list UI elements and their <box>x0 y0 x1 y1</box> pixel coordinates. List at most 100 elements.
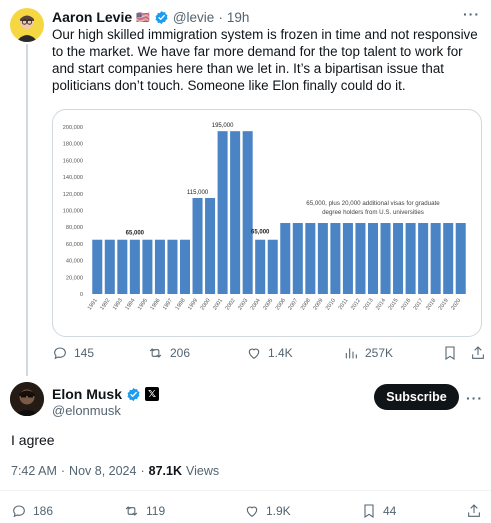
heart-icon <box>248 348 260 359</box>
y-tick-label: 0 <box>80 292 83 298</box>
bar <box>292 223 303 294</box>
divider <box>0 490 491 491</box>
subscribe-button[interactable]: Subscribe <box>374 384 459 410</box>
x-tick-label: 2012 <box>350 298 362 312</box>
x-tick-label: 2014 <box>375 298 387 312</box>
x-tick-label: 1992 <box>99 298 111 312</box>
tweet1-text: Our high skilled immigration system is f… <box>52 27 478 93</box>
repost-button[interactable]: 119 <box>123 503 165 519</box>
x-tick-label: 1999 <box>187 298 199 312</box>
x-tick-label: 2001 <box>212 298 224 312</box>
chart-image[interactable]: 0 20,000 40,000 60,000 80,000 100,000 120,000 1… <box>52 109 482 337</box>
bar <box>355 223 366 294</box>
bar <box>117 239 128 294</box>
views-label: Views <box>186 464 220 478</box>
bar <box>455 223 466 294</box>
reply-button[interactable]: 145 <box>52 345 94 361</box>
bar <box>92 239 103 294</box>
annotation-label: degree holders from U.S. universities <box>322 209 424 216</box>
x-tick-label: 2009 <box>312 298 324 312</box>
x-tick-label: 1997 <box>162 298 174 312</box>
annotation-label: 195,000 <box>212 123 234 129</box>
bar <box>430 223 441 294</box>
repost-icon <box>125 506 138 516</box>
x-tick-label: 2016 <box>400 298 412 312</box>
x-tick-label: 2018 <box>425 298 437 312</box>
x-tick-label: 1995 <box>137 298 149 312</box>
bar <box>217 131 228 294</box>
bar <box>230 131 241 294</box>
avatar-aaron-levie[interactable] <box>10 8 44 42</box>
x-affiliate-badge-icon: 𝕏 <box>145 387 160 401</box>
x-tick-label: 2007 <box>287 298 299 312</box>
bar <box>393 223 404 294</box>
tweet2-meta: 7:42 AM · Nov 8, 2024 · 87.1K Views <box>11 464 219 478</box>
annotation-label: 65,000 <box>251 230 270 236</box>
annotation-label: 65,000, plus 20,000 additional visas for… <box>306 200 440 207</box>
bar <box>205 197 216 294</box>
bar <box>267 239 278 294</box>
bookmark-icon[interactable] <box>442 345 458 361</box>
avatar-elon-musk[interactable] <box>10 382 44 416</box>
bar <box>418 223 429 294</box>
y-tick-label: 100,000 <box>63 209 83 215</box>
x-tick-label: 2000 <box>200 298 212 312</box>
bar <box>167 239 178 294</box>
x-tick-label: 2017 <box>413 298 425 312</box>
author-handle[interactable]: @elonmusk <box>52 403 121 418</box>
views-button[interactable]: 257K <box>343 345 393 361</box>
reply-icon <box>54 347 66 360</box>
separator-dot: · <box>218 9 223 25</box>
more-options-icon[interactable]: ··· <box>463 6 480 22</box>
bookmark-count: 44 <box>383 504 397 518</box>
y-tick-label: 160,000 <box>63 158 83 164</box>
verified-badge-icon <box>127 387 140 401</box>
bar <box>367 223 379 294</box>
tweet2-action-bar: 186 119 1.9K 44 <box>11 503 481 523</box>
x-tick-label: 1993 <box>112 298 124 312</box>
y-tick-label: 40,000 <box>66 259 83 265</box>
like-button[interactable]: 1.9K <box>244 503 291 519</box>
repost-icon <box>149 348 162 358</box>
x-tick-label: 1991 <box>87 298 99 312</box>
bookmark-button[interactable]: 44 <box>361 503 396 519</box>
annotation-label: 115,000 <box>187 190 209 196</box>
bar <box>104 239 115 294</box>
author-name[interactable]: Aaron Levie <box>52 9 133 25</box>
author-name[interactable]: Elon Musk <box>52 386 123 402</box>
reply-icon <box>13 505 25 518</box>
x-tick-label: 2010 <box>325 298 337 312</box>
repost-count: 206 <box>170 346 191 360</box>
more-options-icon[interactable]: ··· <box>466 390 483 406</box>
like-button[interactable]: 1.4K <box>246 345 293 361</box>
x-tick-label: 2006 <box>275 298 287 312</box>
y-tick-label: 80,000 <box>66 225 83 231</box>
tweet-time[interactable]: 19h <box>226 9 250 25</box>
share-icon[interactable] <box>470 345 486 361</box>
tweet2-header: Elon Musk 𝕏 <box>52 386 160 402</box>
x-tick-label: 1994 <box>124 298 136 312</box>
annotation-label: 65,000 <box>126 231 145 237</box>
tweet-date[interactable]: Nov 8, 2024 <box>69 464 137 478</box>
author-handle[interactable]: @levie <box>172 9 215 25</box>
reply-count: 145 <box>74 346 95 360</box>
bar <box>280 223 291 294</box>
tweet1-action-bar: 145 206 1.4K 257K <box>52 345 484 365</box>
bar <box>317 223 328 294</box>
us-flag-icon: 🇺🇸 <box>136 11 150 24</box>
reply-button[interactable]: 186 <box>11 503 53 519</box>
tweet-time[interactable]: 7:42 AM <box>11 464 57 478</box>
y-tick-label: 180,000 <box>63 142 83 148</box>
share-icon[interactable] <box>466 503 482 519</box>
bar <box>255 239 266 294</box>
bar <box>129 239 140 294</box>
repost-count: 119 <box>146 504 166 518</box>
like-count: 1.9K <box>266 504 291 518</box>
bar <box>192 197 203 294</box>
y-tick-label: 120,000 <box>63 192 83 198</box>
x-tick-label: 2015 <box>388 298 400 312</box>
bar <box>342 223 353 294</box>
bar <box>305 223 316 294</box>
like-count: 1.4K <box>268 346 293 360</box>
repost-button[interactable]: 206 <box>147 345 190 361</box>
